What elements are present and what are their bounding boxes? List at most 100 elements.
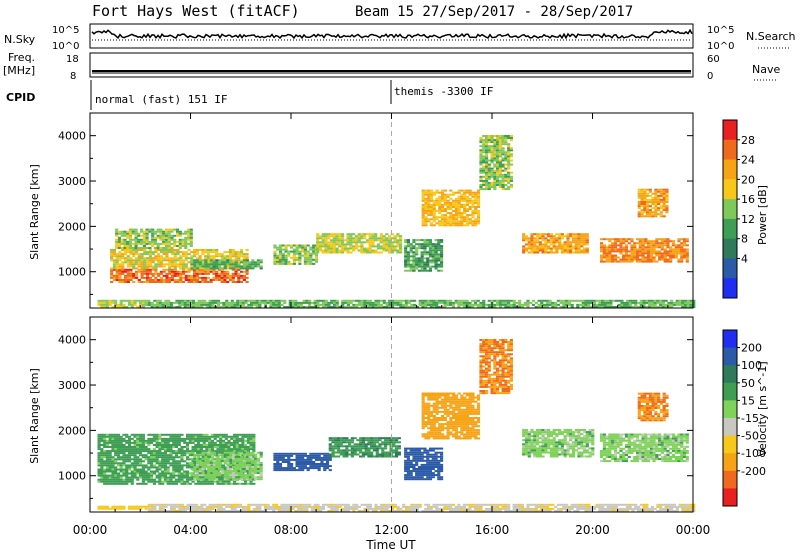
heatmap-cell: [111, 477, 114, 479]
heatmap-cell: [240, 255, 243, 257]
heatmap-cell: [336, 304, 339, 306]
heatmap-cell: [322, 233, 325, 235]
heatmap-cell: [440, 241, 443, 243]
heatmap-cell: [491, 149, 494, 151]
heatmap-cell: [150, 440, 153, 442]
heatmap-cell: [211, 304, 214, 306]
heatmap-cell: [360, 243, 363, 245]
heatmap-cell: [435, 247, 438, 249]
heatmap-cell: [418, 247, 421, 249]
heatmap-cell: [122, 440, 125, 442]
heatmap-cell: [504, 135, 507, 137]
heatmap-cell: [127, 263, 130, 265]
heatmap-cell: [655, 240, 658, 242]
heatmap-cell: [213, 464, 216, 466]
heatmap-cell: [246, 478, 249, 480]
heatmap-cell: [232, 476, 235, 478]
heatmap-cell: [178, 436, 181, 438]
heatmap-cell: [513, 300, 516, 302]
heatmap-cell: [147, 442, 150, 444]
heatmap-cell: [126, 233, 129, 235]
heatmap-cell: [419, 300, 422, 302]
heatmap-cell: [169, 481, 172, 483]
heatmap-cell: [493, 149, 496, 151]
heatmap-cell: [150, 471, 153, 473]
heatmap-cell: [238, 456, 241, 458]
heatmap-cell: [463, 210, 466, 212]
heatmap-cell: [435, 300, 438, 302]
heatmap-cell: [106, 304, 109, 306]
heatmap-cell: [482, 184, 485, 186]
heatmap-cell: [114, 460, 117, 462]
heatmap-cell: [100, 471, 103, 473]
heatmap-cell: [493, 184, 496, 186]
heatmap-cell: [502, 178, 505, 180]
heatmap-cell: [145, 475, 148, 477]
heatmap-cell: [430, 218, 433, 220]
heatmap-cell: [250, 304, 253, 306]
heatmap-cell: [106, 471, 109, 473]
heatmap-cell: [205, 444, 208, 446]
heatmap-cell: [190, 231, 193, 233]
heatmap-cell: [162, 247, 165, 249]
heatmap-cell: [626, 300, 629, 302]
heatmap-cell: [232, 462, 235, 464]
heatmap-cell: [282, 259, 285, 261]
heatmap-cell: [250, 300, 253, 302]
heatmap-cell: [121, 241, 124, 243]
heatmap-cell: [482, 139, 485, 141]
heatmap-cell: [153, 481, 156, 483]
heatmap-cell: [423, 253, 426, 255]
heatmap-cell: [608, 255, 611, 257]
heatmap-cell: [218, 273, 221, 275]
heatmap-cell: [169, 483, 172, 485]
heatmap-cell: [344, 243, 347, 245]
heatmap-cell: [190, 275, 193, 277]
heatmap-cell: [243, 261, 246, 263]
heatmap-cell: [366, 300, 369, 302]
heatmap-cell: [199, 454, 202, 456]
heatmap-cell: [650, 242, 653, 244]
heatmap-cell: [215, 464, 218, 466]
heatmap-cell: [231, 302, 234, 304]
heatmap-cell: [568, 302, 571, 304]
heatmap-cell: [239, 440, 242, 442]
heatmap-cell: [238, 265, 241, 267]
heatmap-cell: [221, 259, 224, 261]
heatmap-cell: [128, 302, 131, 304]
heatmap-cell: [404, 241, 407, 243]
heatmap-cell: [186, 444, 189, 446]
heatmap-cell: [661, 255, 664, 257]
heatmap-cell: [204, 261, 207, 263]
heatmap-cell: [171, 259, 174, 261]
heatmap-cell: [415, 266, 418, 268]
heatmap-cell: [174, 265, 177, 267]
heatmap-cell: [164, 446, 167, 448]
heatmap-cell: [113, 249, 116, 251]
heatmap-cell: [469, 194, 472, 196]
heatmap-cell: [149, 277, 152, 279]
heatmap-cell: [264, 300, 267, 302]
heatmap-cell: [593, 302, 596, 304]
heatmap-cell: [504, 160, 507, 162]
heatmap-cell: [168, 263, 171, 265]
heatmap-cell: [208, 436, 211, 438]
heatmap-cell: [211, 302, 214, 304]
heatmap-cell: [488, 145, 491, 147]
heatmap-cell: [435, 304, 438, 306]
heatmap-cell: [164, 464, 167, 466]
heatmap-cell: [158, 469, 161, 471]
heatmap-cell: [120, 477, 123, 479]
heatmap-cell: [150, 438, 153, 440]
heatmap-cell: [158, 479, 161, 481]
heatmap-cell: [544, 239, 547, 241]
heatmap-cell: [399, 248, 402, 250]
heatmap-cell: [147, 458, 150, 460]
heatmap-cell: [249, 263, 252, 265]
heatmap-cell: [232, 249, 235, 251]
heatmap-cell: [446, 302, 449, 304]
heatmap-cell: [429, 270, 432, 272]
heatmap-cell: [665, 300, 668, 302]
heatmap-cell: [199, 281, 202, 283]
heatmap-cell: [129, 279, 132, 281]
